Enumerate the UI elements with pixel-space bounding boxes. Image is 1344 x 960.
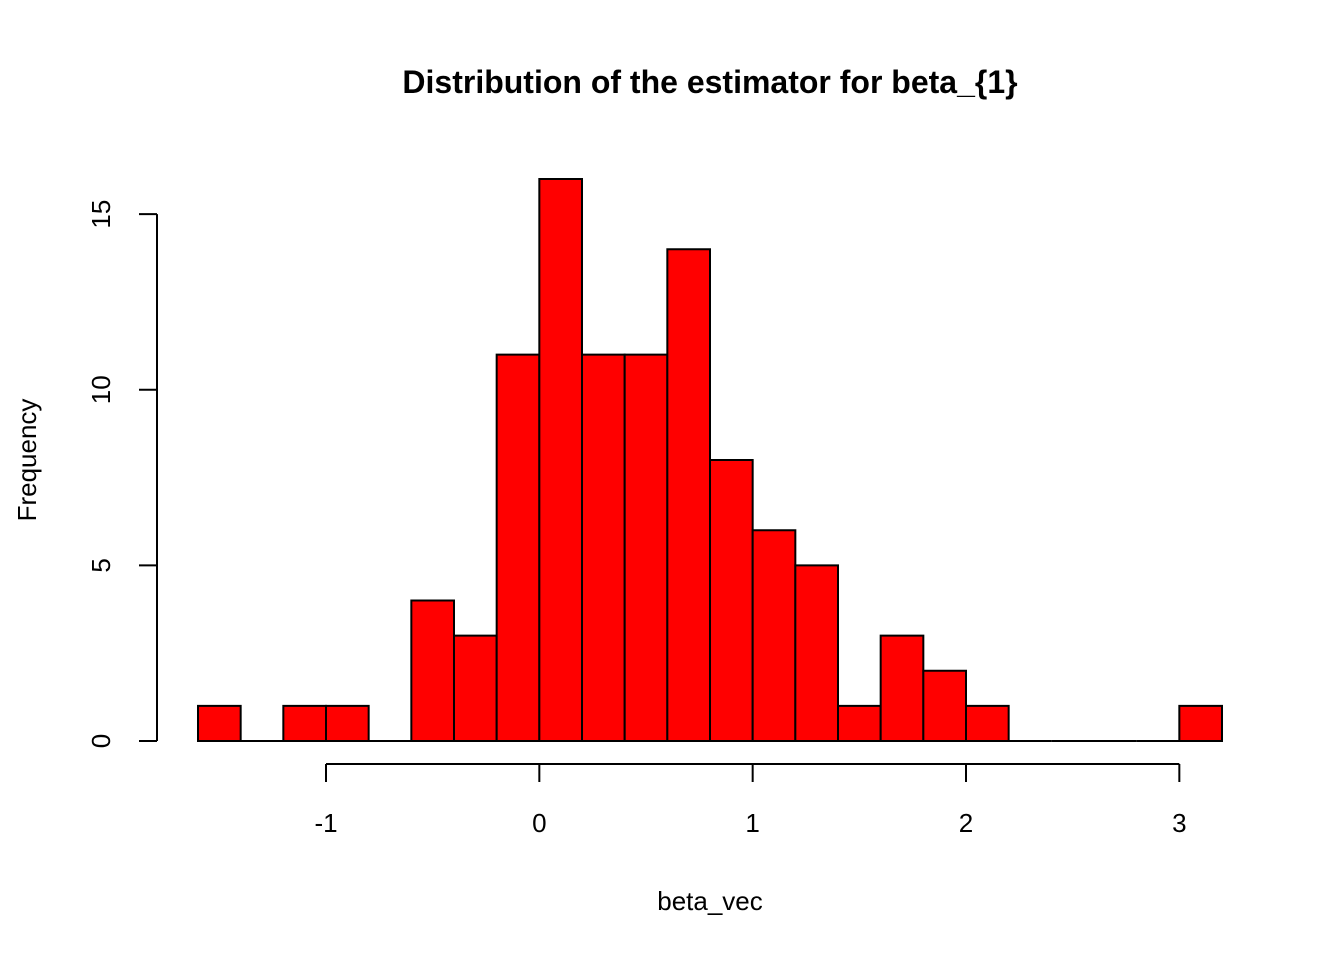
- histogram-bar: [538, 178, 583, 742]
- histogram-bar: [879, 634, 925, 742]
- x-axis-label: beta_vec: [657, 886, 763, 916]
- y-tick-label: 0: [86, 734, 116, 748]
- x-tick-label: -1: [314, 808, 337, 838]
- x-tick-label: 2: [959, 808, 973, 838]
- histogram-bar: [410, 599, 456, 742]
- bars-group: [197, 178, 1224, 742]
- histogram-bar: [197, 704, 242, 742]
- histogram-bar: [666, 248, 711, 742]
- y-tick-label: 5: [86, 558, 116, 572]
- x-tick-label: 3: [1172, 808, 1186, 838]
- histogram-bar: [623, 353, 669, 742]
- y-axis-label: Frequency: [12, 399, 42, 522]
- y-tick-label: 10: [86, 375, 116, 404]
- histogram-bar: [965, 704, 1010, 742]
- chart-title: Distribution of the estimator for beta_{…: [402, 64, 1017, 100]
- histogram-bar: [1178, 704, 1224, 742]
- histogram-bar: [709, 459, 754, 742]
- y-tick-label: 15: [86, 200, 116, 229]
- histogram-bar: [282, 704, 328, 742]
- x-tick-label: 1: [745, 808, 759, 838]
- x-axis: -1 0 1 2 3: [314, 763, 1187, 838]
- histogram-bar: [495, 353, 541, 742]
- histogram-bar: [751, 529, 797, 742]
- histogram-bar: [794, 564, 839, 742]
- x-tick-label: 0: [532, 808, 546, 838]
- histogram-bar: [581, 353, 626, 742]
- histogram-bar: [453, 634, 498, 742]
- histogram-bar: [325, 704, 370, 742]
- histogram-bar: [922, 669, 967, 742]
- histogram-bar: [837, 704, 882, 742]
- y-axis: 0 5 10 15: [86, 200, 158, 748]
